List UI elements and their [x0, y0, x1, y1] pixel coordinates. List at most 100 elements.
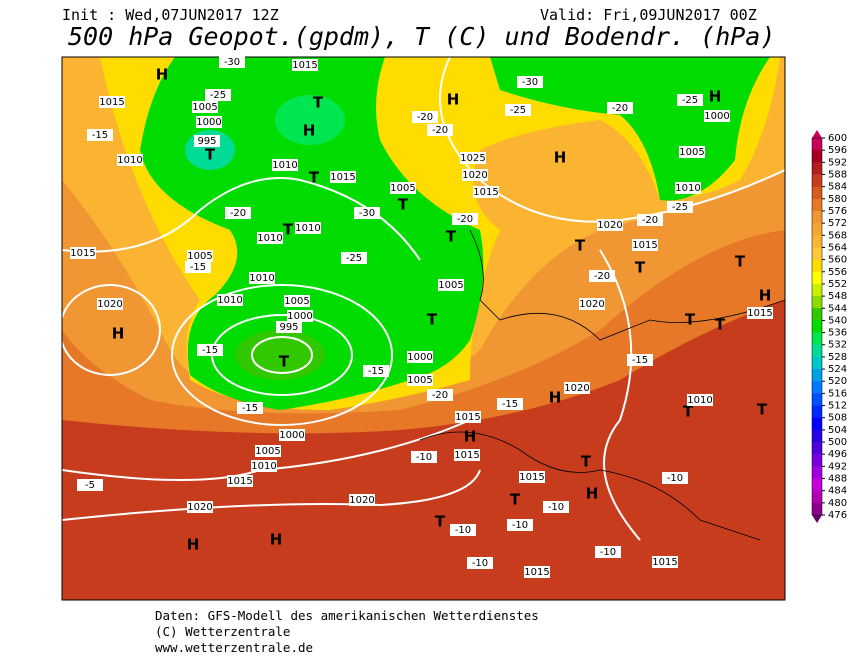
label-box: [187, 250, 213, 262]
footer-source: Daten: GFS-Modell des amerikanischen Wet…: [155, 608, 539, 623]
colorbar-tick-label: 600: [828, 133, 847, 144]
contour-label: -30: [224, 57, 240, 68]
contour-label: -15: [92, 130, 108, 141]
high-marker: H: [759, 287, 772, 305]
high-marker: H: [187, 536, 200, 554]
low-marker: T: [205, 146, 216, 164]
low-marker: T: [427, 311, 438, 329]
contour-label: -15: [202, 345, 218, 356]
colorbar-segment: [812, 210, 822, 224]
contour-label: 1005: [679, 147, 704, 158]
colorbar-tick-label: 568: [828, 230, 847, 241]
label-box: [99, 96, 125, 108]
colorbar-tick-label: 540: [828, 315, 847, 326]
colorbar-segment: [812, 162, 822, 175]
colorbar-tick-label: 544: [828, 303, 847, 314]
label-box: [194, 135, 220, 147]
contour-label: -15: [502, 399, 518, 410]
colorbar-segment: [812, 369, 822, 382]
valid-time: Valid: Fri,09JUN2017 00Z: [540, 6, 757, 24]
isobar: [62, 469, 481, 521]
colorbar-segment: [812, 150, 822, 163]
label-box: [219, 56, 245, 68]
low-marker: T: [575, 237, 586, 255]
label-box: [407, 374, 433, 386]
label-box: [185, 261, 211, 273]
label-box: [687, 394, 713, 406]
high-marker: H: [270, 531, 283, 549]
label-box: [543, 501, 569, 513]
colorbar-tick-label: 516: [828, 388, 847, 399]
colorbar-segment: [812, 466, 822, 480]
colorbar-segment: [812, 429, 822, 443]
label-box: [637, 214, 663, 226]
colorbar-tick-label: 492: [828, 461, 847, 472]
contour-label: 1020: [349, 495, 374, 506]
contour-label: -5: [85, 480, 95, 491]
contour-label: -30: [522, 77, 538, 88]
contour-label: -25: [346, 253, 362, 264]
label-box: [677, 94, 703, 106]
colorbar-cap: [812, 515, 822, 523]
contour-label: 1010: [257, 233, 282, 244]
contour-label: 995: [279, 322, 298, 333]
colorbar-tick-label: 520: [828, 376, 847, 387]
contour-label: 1015: [330, 172, 355, 183]
contour-label: -20: [642, 215, 658, 226]
colorbar-tick-label: 508: [828, 413, 847, 424]
label-box: [507, 519, 533, 531]
label-box: [217, 294, 243, 306]
contour-label: 1020: [564, 383, 589, 394]
contour-label: 1010: [687, 395, 712, 406]
label-box: [427, 389, 453, 401]
colorbar-tick-label: 548: [828, 291, 847, 302]
contour-label: 1005: [284, 296, 309, 307]
contour-label: 1005: [192, 102, 217, 113]
low-marker: T: [757, 401, 768, 419]
contour-label: 1020: [462, 170, 487, 181]
colorbar-segment: [812, 344, 822, 358]
label-box: [70, 247, 96, 259]
contour-label: -20: [230, 208, 246, 219]
colorbar-segment: [812, 332, 822, 346]
colorbar-segment: [812, 259, 822, 273]
isobar: [599, 249, 641, 541]
contour-label: -20: [432, 125, 448, 136]
label-box: [595, 546, 621, 558]
label-box: [438, 279, 464, 291]
contour-label: 1015: [632, 240, 657, 251]
colorbar-tick-label: 524: [828, 364, 847, 375]
label-box: [460, 152, 486, 164]
label-box: [77, 479, 103, 491]
label-box: [295, 222, 321, 234]
contour-label: -15: [632, 355, 648, 366]
contour-label: 1005: [187, 251, 212, 262]
label-box: [427, 124, 453, 136]
label-box: [255, 445, 281, 457]
low-marker: T: [683, 403, 694, 421]
colorbar: 6005965925885845805765725685645605565525…: [811, 130, 847, 523]
colorbar-tick-label: 536: [828, 328, 847, 339]
contour-label: 1015: [747, 308, 772, 319]
label-box: [187, 501, 213, 513]
contour-label: -20: [457, 214, 473, 225]
colorbar-segment: [812, 247, 822, 261]
high-marker: H: [303, 122, 316, 140]
colorbar-segment: [812, 405, 822, 419]
label-box: [467, 557, 493, 569]
colorbar-tick-label: 500: [828, 437, 847, 448]
contour-label: 1015: [454, 450, 479, 461]
label-box: [454, 449, 480, 461]
label-box: [279, 429, 305, 441]
label-box: [192, 101, 218, 113]
isobar: [439, 57, 785, 223]
coastline: [469, 229, 785, 341]
low-marker: T: [435, 513, 446, 531]
isobar: [251, 336, 313, 374]
contour-label: 1015: [652, 557, 677, 568]
colorbar-tick-label: 592: [828, 157, 847, 168]
label-box: [679, 146, 705, 158]
coastline: [419, 431, 761, 541]
low-core: [275, 95, 345, 145]
